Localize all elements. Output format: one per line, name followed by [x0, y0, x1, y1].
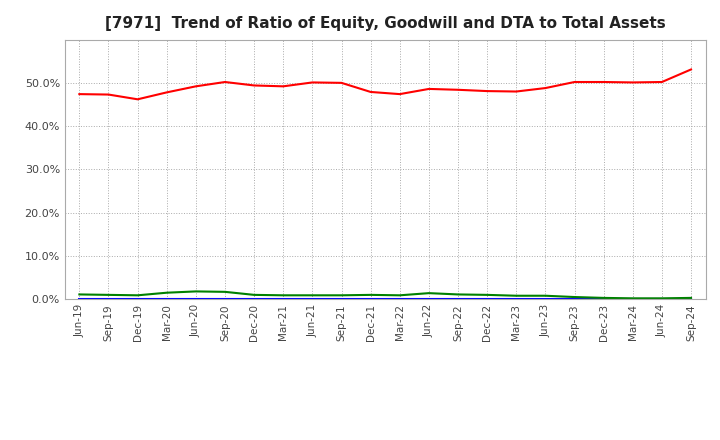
Deferred Tax Assets: [454, 292, 462, 297]
Goodwill: [512, 297, 521, 302]
Equity: [163, 90, 171, 95]
Goodwill: [425, 297, 433, 302]
Equity: [279, 84, 287, 89]
Equity: [454, 87, 462, 92]
Equity: [192, 84, 200, 89]
Deferred Tax Assets: [483, 292, 492, 297]
Deferred Tax Assets: [308, 293, 317, 298]
Deferred Tax Assets: [366, 292, 375, 297]
Goodwill: [279, 297, 287, 302]
Deferred Tax Assets: [220, 289, 229, 294]
Goodwill: [366, 297, 375, 302]
Deferred Tax Assets: [395, 293, 404, 298]
Goodwill: [454, 297, 462, 302]
Equity: [395, 92, 404, 97]
Equity: [687, 67, 696, 72]
Goodwill: [192, 297, 200, 302]
Equity: [220, 79, 229, 84]
Deferred Tax Assets: [75, 292, 84, 297]
Goodwill: [687, 297, 696, 302]
Goodwill: [250, 297, 258, 302]
Equity: [483, 88, 492, 94]
Deferred Tax Assets: [163, 290, 171, 295]
Goodwill: [599, 297, 608, 302]
Deferred Tax Assets: [337, 293, 346, 298]
Equity: [570, 79, 579, 84]
Equity: [133, 97, 142, 102]
Deferred Tax Assets: [512, 293, 521, 298]
Deferred Tax Assets: [570, 294, 579, 300]
Equity: [366, 89, 375, 95]
Deferred Tax Assets: [104, 292, 113, 297]
Goodwill: [133, 297, 142, 302]
Goodwill: [220, 297, 229, 302]
Deferred Tax Assets: [629, 296, 637, 301]
Equity: [250, 83, 258, 88]
Goodwill: [395, 297, 404, 302]
Deferred Tax Assets: [425, 290, 433, 296]
Deferred Tax Assets: [279, 293, 287, 298]
Equity: [75, 92, 84, 97]
Goodwill: [163, 297, 171, 302]
Deferred Tax Assets: [250, 292, 258, 297]
Equity: [599, 79, 608, 84]
Goodwill: [104, 297, 113, 302]
Equity: [541, 85, 550, 91]
Deferred Tax Assets: [599, 295, 608, 301]
Goodwill: [657, 297, 666, 302]
Goodwill: [541, 297, 550, 302]
Deferred Tax Assets: [541, 293, 550, 298]
Goodwill: [75, 297, 84, 302]
Deferred Tax Assets: [687, 295, 696, 301]
Title: [7971]  Trend of Ratio of Equity, Goodwill and DTA to Total Assets: [7971] Trend of Ratio of Equity, Goodwil…: [105, 16, 665, 32]
Deferred Tax Assets: [192, 289, 200, 294]
Goodwill: [629, 297, 637, 302]
Goodwill: [483, 297, 492, 302]
Deferred Tax Assets: [657, 296, 666, 301]
Equity: [308, 80, 317, 85]
Equity: [104, 92, 113, 97]
Equity: [337, 80, 346, 85]
Equity: [657, 79, 666, 84]
Deferred Tax Assets: [133, 293, 142, 298]
Goodwill: [337, 297, 346, 302]
Goodwill: [570, 297, 579, 302]
Equity: [425, 86, 433, 92]
Goodwill: [308, 297, 317, 302]
Equity: [629, 80, 637, 85]
Equity: [512, 89, 521, 94]
Line: Equity: Equity: [79, 70, 691, 99]
Line: Deferred Tax Assets: Deferred Tax Assets: [79, 291, 691, 298]
